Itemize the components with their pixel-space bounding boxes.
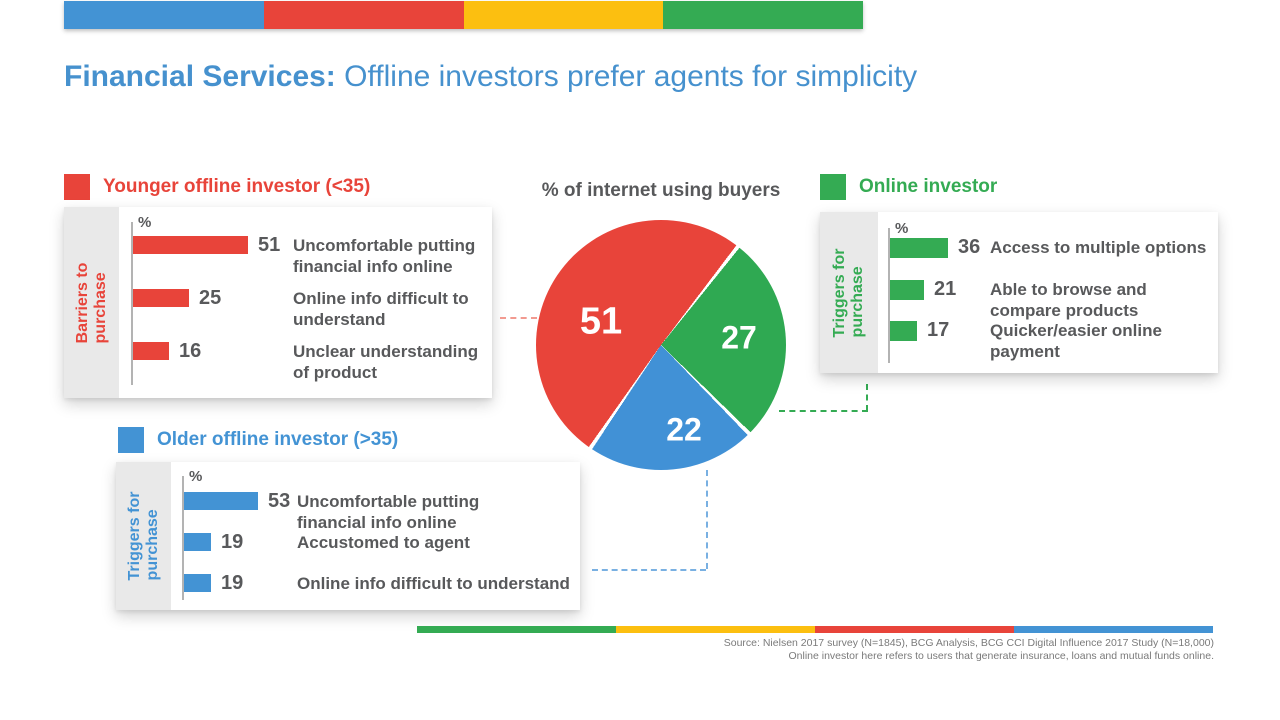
pie-chart-title: % of internet using buyers: [541, 180, 781, 201]
axis-unit-label: %: [189, 468, 203, 485]
axis-unit-label: %: [138, 214, 152, 231]
legend-younger-offline-investor: Younger offline investor (<35): [64, 174, 370, 200]
legend-swatch-blue: [118, 427, 144, 453]
bar: [184, 533, 211, 551]
bar: [890, 321, 917, 341]
bar-row: 21 Able to browse and compare products: [890, 277, 1218, 321]
bar: [184, 574, 211, 592]
bar-value: 16: [179, 340, 202, 362]
bar-value: 25: [199, 287, 222, 309]
top-bar-segment-yellow: [463, 1, 664, 29]
bar-label: Uncomfortable putting financial info onl…: [293, 236, 476, 276]
bar-value: 21: [934, 277, 957, 300]
legend-older-offline-investor: Older offline investor (>35): [118, 427, 398, 453]
bottom-bar-segment-green: [417, 626, 616, 633]
top-bar-segment-green: [663, 1, 863, 29]
bar: [133, 289, 189, 307]
panel-online-triggers: Triggers for purchase % 36 Access to mul…: [820, 212, 1218, 373]
pie-value-red: 51: [579, 300, 623, 343]
connector-blue-vertical: [706, 470, 708, 569]
page-title: Financial Services: Offline investors pr…: [64, 60, 917, 94]
source-footnote: Source: Nielsen 2017 survey (N=1845), BC…: [724, 637, 1214, 663]
legend-label: Younger offline investor (<35): [103, 176, 371, 197]
panel-side-strip: Barriers to purchase: [64, 207, 119, 398]
bar-label: Quicker/easier online payment: [990, 321, 1162, 361]
source-line-1: Source: Nielsen 2017 survey (N=1845), BC…: [723, 637, 1214, 649]
source-line-2: Online investor here refers to users tha…: [788, 650, 1214, 662]
side-label-barriers-to-purchase: Barriers to purchase: [73, 262, 109, 343]
connector-red-dashed: [500, 317, 537, 319]
panel-side-strip: Triggers for purchase: [116, 462, 171, 610]
bar: [133, 342, 169, 360]
legend-label: Older offline investor (>35): [157, 429, 399, 450]
legend-swatch-green: [820, 174, 846, 200]
bar: [184, 492, 258, 510]
legend-online-investor: Online investor: [820, 174, 997, 200]
title-bold-part: Financial Services:: [64, 60, 336, 93]
bar: [890, 279, 924, 300]
bottom-bar-segment-red: [815, 626, 1014, 633]
bar-label: Accustomed to agent: [297, 533, 470, 552]
bar-label: Access to multiple options: [990, 238, 1207, 257]
bottom-bar-segment-blue: [1014, 626, 1213, 633]
bar-label: Unclear understanding of product: [293, 342, 479, 382]
connector-green-vertical: [866, 384, 868, 411]
bar-label: Online info difficult to understand: [293, 289, 469, 329]
bar-chart-online: % 36 Access to multiple options 21 Able …: [888, 220, 1218, 363]
top-bar-segment-blue: [64, 1, 264, 29]
connector-green-horizontal: [779, 410, 868, 412]
bar-row: 17 Quicker/easier online payment: [890, 320, 1218, 362]
bar-value: 17: [927, 319, 950, 341]
bar-value: 51: [258, 234, 281, 256]
bar-label: Uncomfortable putting financial info onl…: [297, 492, 480, 532]
legend-swatch-red: [64, 174, 90, 200]
bar-value: 19: [221, 572, 244, 594]
bar-label: Online info difficult to understand: [297, 574, 570, 593]
side-label-triggers-for-purchase: Triggers for purchase: [831, 248, 866, 337]
panel-side-strip: Triggers for purchase: [820, 212, 878, 373]
bar-row: 16 Unclear understanding of product: [133, 341, 492, 394]
bar-row: 25 Online info difficult to understand: [133, 288, 492, 341]
top-color-bar: [64, 1, 863, 29]
bar-row: 51 Uncomfortable putting financial info …: [133, 235, 492, 288]
side-label-triggers-for-purchase: Triggers for purchase: [125, 491, 161, 581]
bar-value: 19: [221, 531, 244, 553]
bar: [133, 236, 248, 254]
bar-row: 19 Online info difficult to understand: [184, 573, 580, 614]
bar-chart-younger: % 51 Uncomfortable putting financial inf…: [131, 214, 492, 385]
pie-value-blue: 22: [666, 411, 702, 448]
bar-row: 36 Access to multiple options: [890, 237, 1218, 279]
bar-value: 36: [958, 236, 981, 258]
top-bar-segment-red: [263, 1, 464, 29]
bottom-bar-segment-yellow: [616, 626, 815, 633]
legend-label: Online investor: [859, 176, 998, 197]
axis-unit-label: %: [895, 220, 909, 237]
bar-label: Able to browse and compare products: [990, 279, 1147, 320]
pie-chart: 51 27 22: [536, 220, 786, 470]
panel-older-triggers: Triggers for purchase % 53 Uncomfortable…: [116, 462, 580, 610]
bar: [890, 238, 948, 258]
bar-row: 19 Accustomed to agent: [184, 532, 580, 573]
title-regular-part: Offline investors prefer agents for simp…: [335, 60, 918, 93]
bar-chart-older: % 53 Uncomfortable putting financial inf…: [182, 468, 580, 600]
panel-younger-barriers: Barriers to purchase % 51 Uncomfortable …: [64, 207, 492, 398]
bottom-color-bar: [417, 626, 1213, 633]
connector-blue-horizontal: [592, 569, 706, 571]
bar-value: 53: [268, 490, 291, 512]
pie-value-green: 27: [721, 319, 757, 356]
bar-row: 53 Uncomfortable putting financial info …: [184, 491, 580, 532]
